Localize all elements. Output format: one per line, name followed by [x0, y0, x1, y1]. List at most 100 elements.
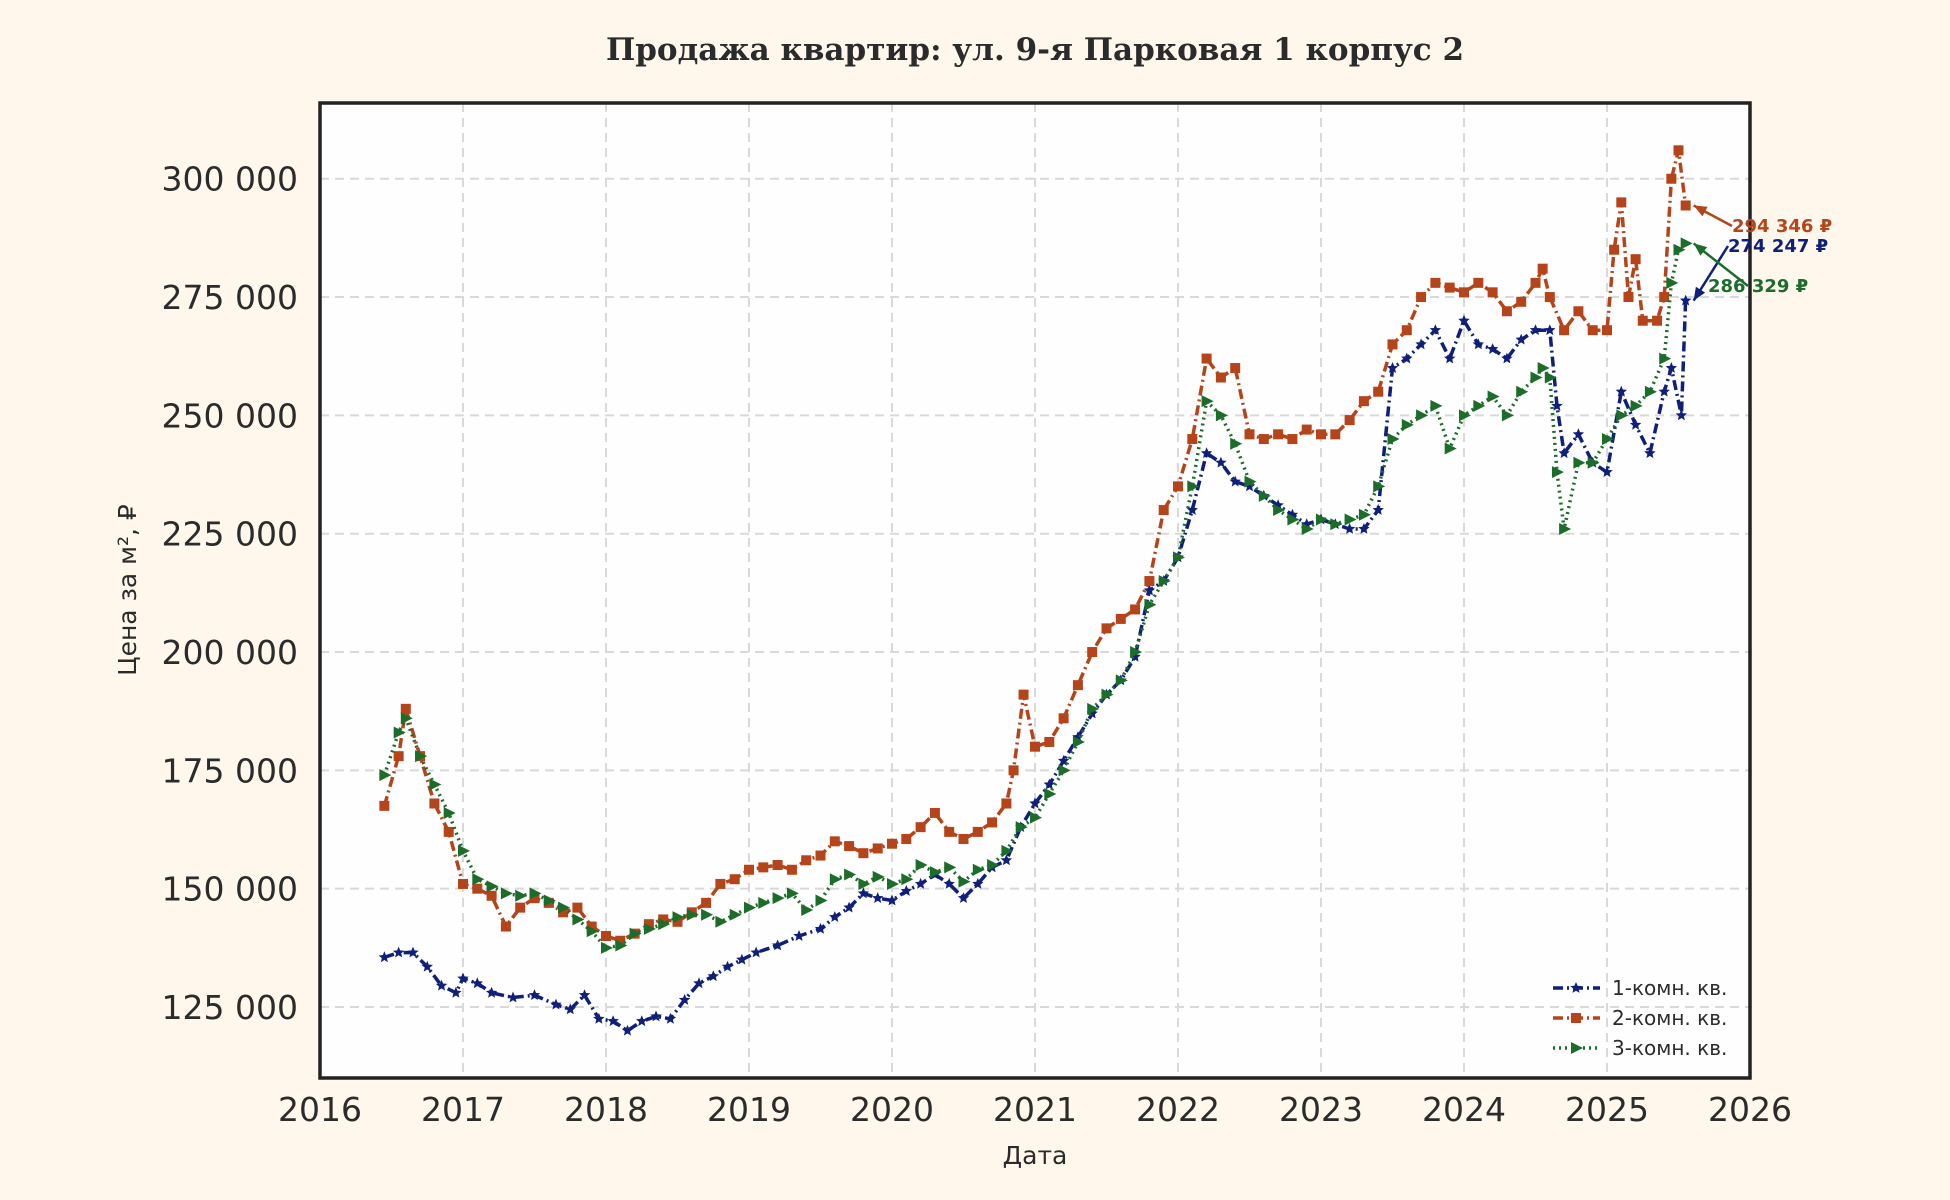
data-point: [1187, 434, 1198, 445]
data-point: [987, 817, 998, 828]
data-point: [829, 873, 842, 886]
annotation-label: 274 247 ₽: [1728, 236, 1828, 257]
data-point: [715, 915, 728, 928]
data-point: [1143, 584, 1156, 596]
data-point: [393, 751, 404, 762]
data-point: [1372, 504, 1384, 515]
data-point: [629, 927, 642, 940]
data-point: [1244, 475, 1257, 488]
data-point: [601, 931, 611, 942]
data-point: [1616, 197, 1627, 208]
data-point: [1186, 504, 1198, 515]
data-point: [1501, 352, 1513, 364]
data-point: [643, 922, 656, 935]
data-point: [558, 901, 571, 914]
data-point: [772, 860, 783, 871]
data-point: [1001, 844, 1014, 857]
data-point: [1529, 324, 1542, 335]
legend-item-1: 1-комн. кв.: [1553, 976, 1727, 1000]
data-point: [1301, 424, 1312, 435]
data-point: [815, 894, 828, 907]
data-point: [1587, 456, 1600, 469]
data-point: [621, 1024, 634, 1036]
data-point: [593, 1012, 605, 1024]
data-point: [707, 970, 719, 982]
legend-swatch-marker: [1571, 1013, 1581, 1023]
data-point: [1652, 315, 1663, 326]
data-point: [1029, 797, 1041, 809]
data-point: [1415, 338, 1427, 350]
data-point: [1072, 680, 1083, 691]
data-point: [564, 1003, 576, 1015]
data-point: [1387, 433, 1400, 446]
data-point: [1044, 736, 1055, 747]
data-point: [858, 848, 869, 859]
data-point: [1544, 371, 1557, 384]
data-point: [1637, 315, 1648, 326]
data-point: [586, 921, 597, 932]
data-point: [457, 972, 469, 984]
data-point: [1486, 343, 1499, 354]
data-point: [1330, 429, 1341, 440]
data-point: [1659, 352, 1672, 365]
data-point: [872, 892, 884, 903]
data-point: [643, 919, 654, 930]
data-point: [515, 902, 526, 913]
x-tick-label: 2025: [1565, 1090, 1649, 1129]
data-point: [1665, 362, 1678, 373]
data-point: [972, 863, 985, 876]
data-point: [572, 902, 583, 913]
data-point: [1444, 442, 1457, 455]
data-point: [1386, 362, 1399, 373]
data-point: [1573, 306, 1584, 317]
data-point: [1258, 434, 1269, 445]
data-point: [844, 868, 857, 881]
data-point: [887, 838, 897, 849]
data-point: [857, 887, 870, 899]
data-point: [1101, 688, 1114, 701]
legend-label: 3-комн. кв.: [1612, 1036, 1727, 1060]
data-point: [1537, 362, 1550, 375]
data-point: [1215, 372, 1226, 383]
data-point: [1430, 277, 1441, 288]
data-point: [529, 893, 540, 904]
data-point: [944, 826, 955, 837]
data-point: [615, 935, 626, 946]
x-tick-label: 2021: [993, 1090, 1077, 1129]
data-point: [1344, 415, 1355, 426]
data-point: [958, 875, 971, 888]
data-point: [1623, 292, 1634, 303]
data-point: [672, 911, 685, 924]
data-point: [1537, 263, 1548, 274]
data-point: [429, 778, 442, 791]
y-tick-label: 175 000: [162, 751, 298, 790]
data-point: [1551, 466, 1564, 479]
data-point: [1501, 409, 1514, 422]
legend-swatch-marker: [1571, 1042, 1583, 1054]
plot-frame: [318, 101, 1752, 1080]
data-point: [729, 874, 740, 885]
data-point: [1387, 339, 1398, 350]
data-point: [943, 877, 955, 889]
data-point: [915, 859, 928, 872]
data-point: [1358, 523, 1370, 534]
data-point: [1229, 475, 1241, 487]
annotation-arrowhead: [1693, 286, 1706, 301]
data-point: [1058, 713, 1069, 724]
data-point: [392, 946, 405, 958]
data-point: [601, 941, 613, 954]
x-tick-label: 2017: [421, 1090, 505, 1129]
data-point: [758, 896, 771, 909]
data-point: [558, 907, 569, 918]
x-tick-label: 2016: [278, 1090, 362, 1129]
data-point: [1516, 385, 1529, 398]
data-point: [678, 993, 691, 1005]
data-point: [1658, 385, 1670, 397]
data-point: [1615, 385, 1627, 397]
data-point: [686, 908, 699, 921]
data-point: [1673, 145, 1684, 156]
y-tick-label: 275 000: [162, 278, 298, 317]
data-point: [400, 703, 411, 714]
data-point: [1018, 689, 1029, 700]
